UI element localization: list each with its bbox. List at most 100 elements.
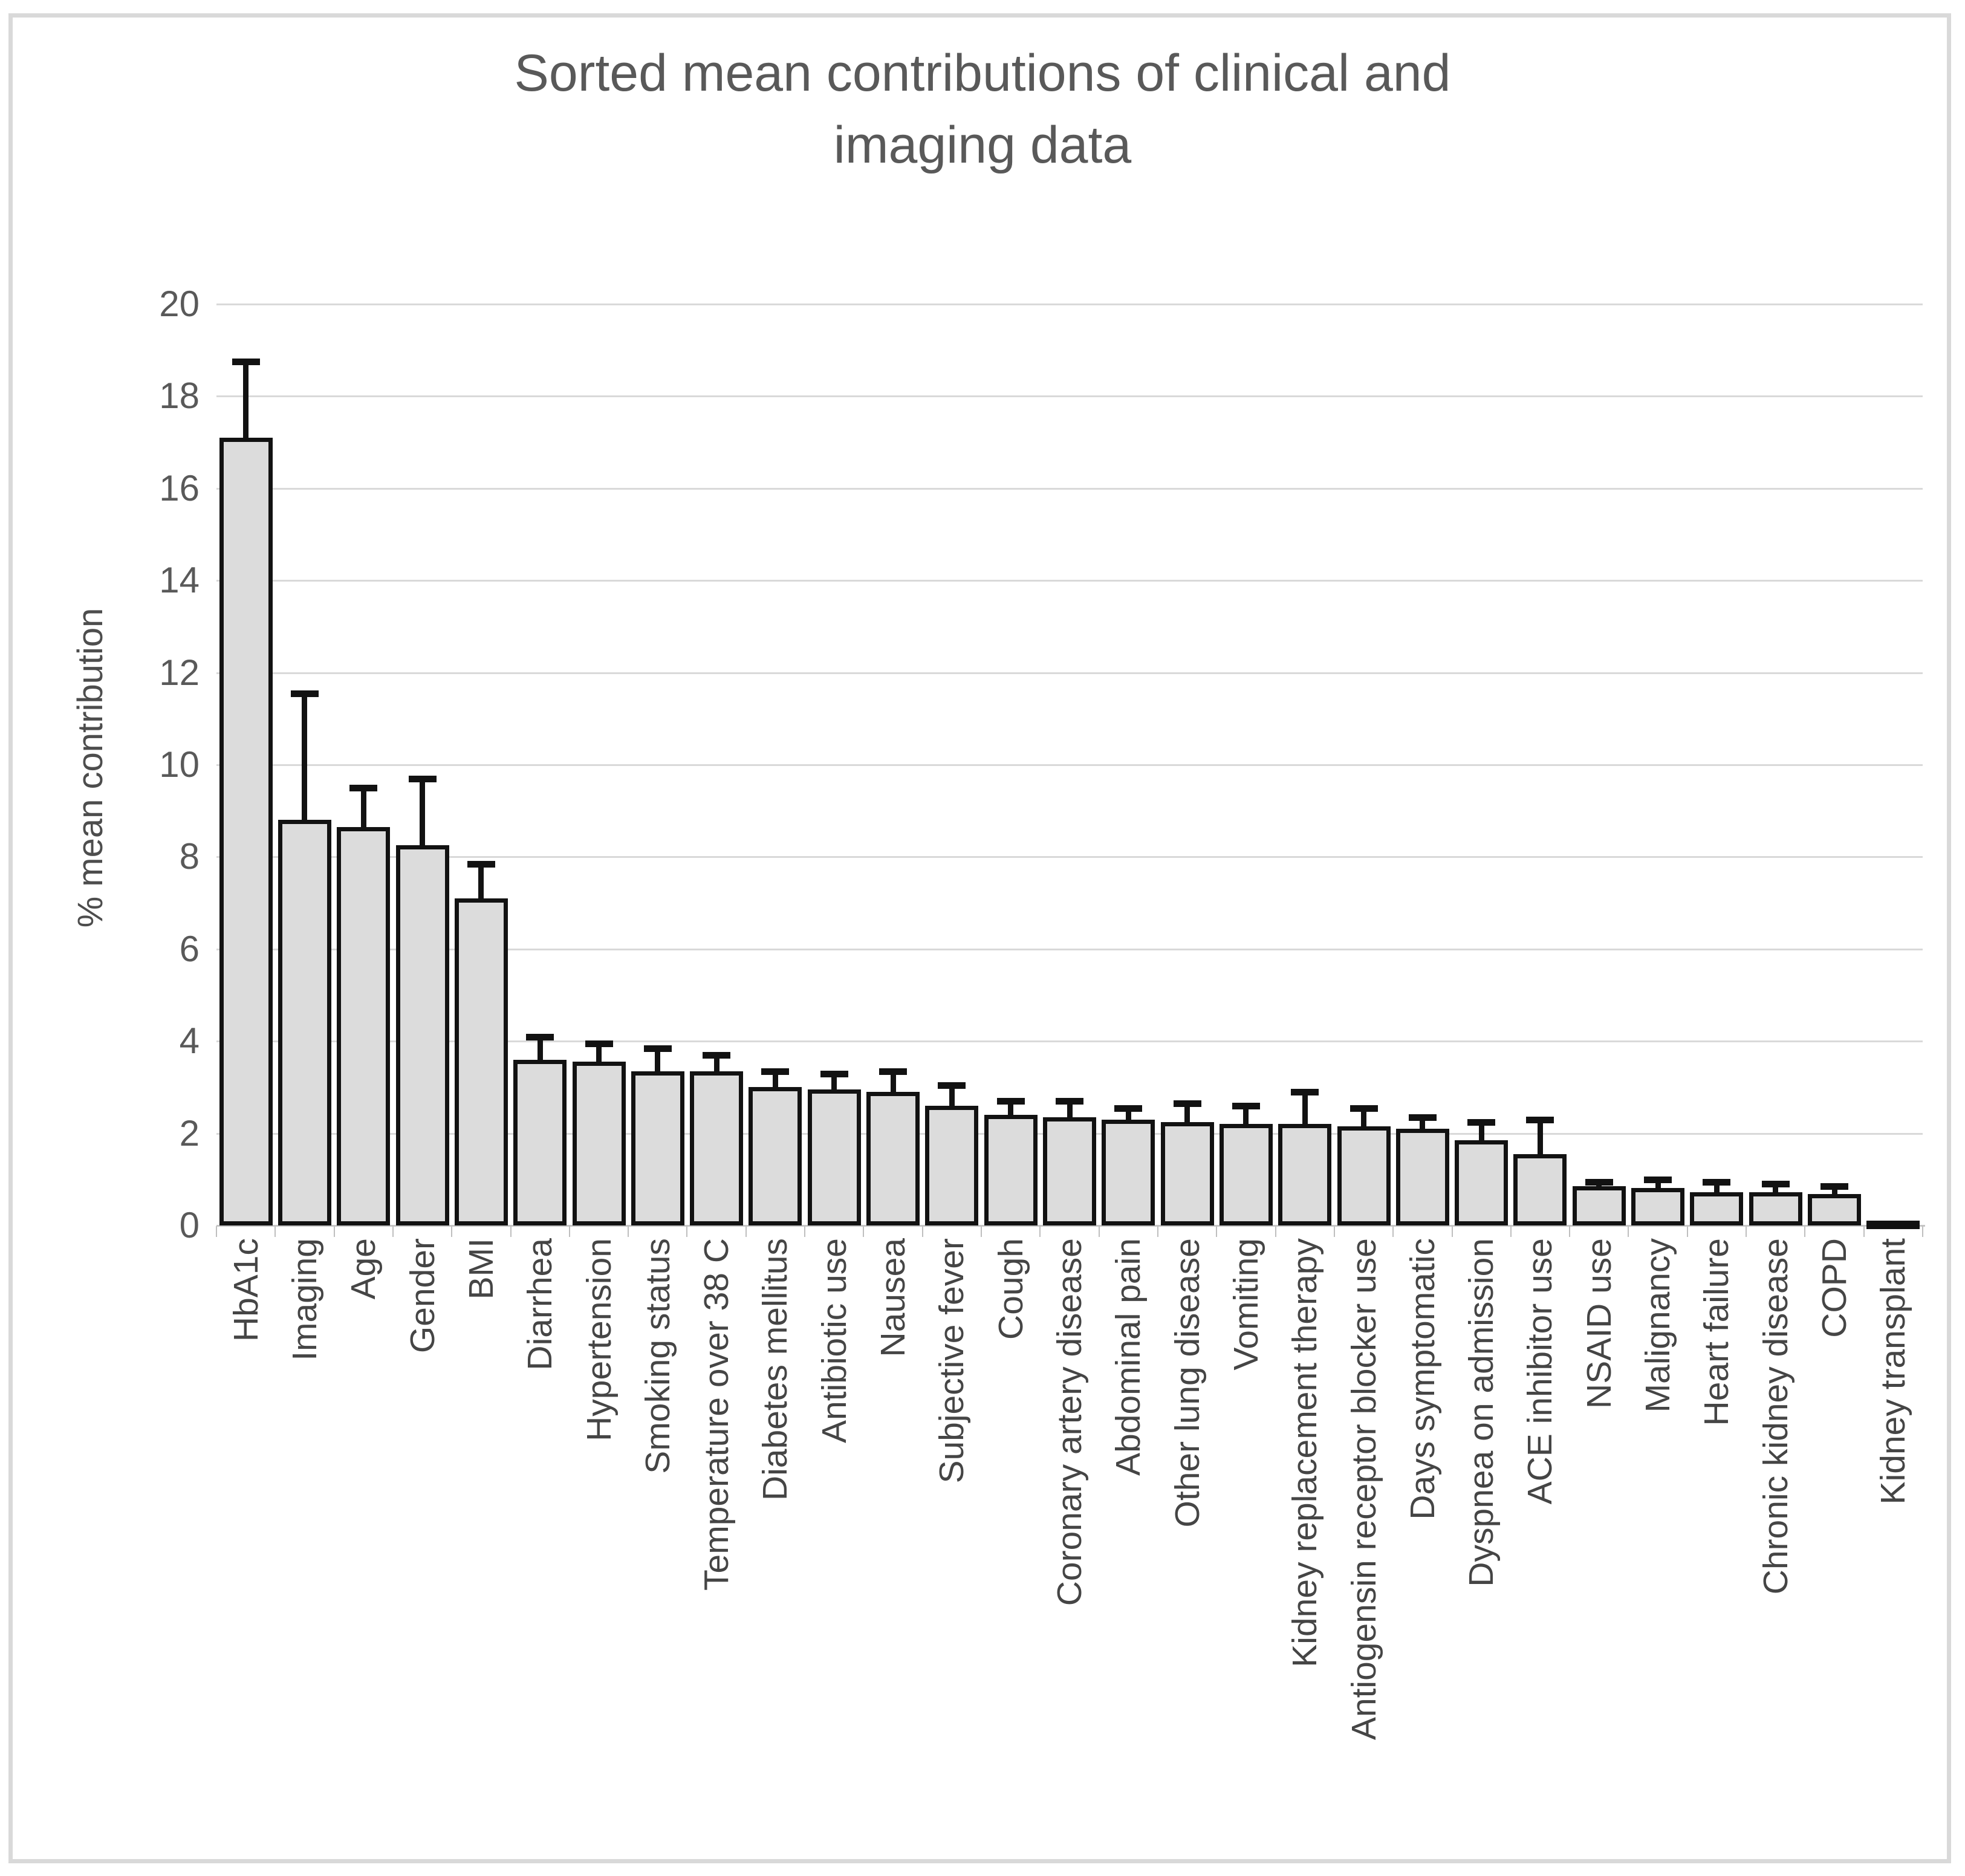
x-category-label: Imaging [285, 1238, 324, 1361]
error-bar-cap [1291, 1089, 1319, 1096]
x-axis-tick [333, 1226, 335, 1237]
error-bar-cap [996, 1098, 1025, 1105]
x-axis-tick [274, 1226, 276, 1237]
x-category-label: Kidney replacement therapy [1285, 1238, 1325, 1667]
x-category-label: Kidney transplant [1874, 1238, 1913, 1505]
x-axis-tick [1686, 1226, 1688, 1237]
x-axis-tick [921, 1226, 923, 1237]
error-bar-line [478, 863, 484, 898]
bar [278, 820, 331, 1225]
x-category-label: Malignancy [1639, 1238, 1678, 1413]
error-bar-cap [938, 1082, 966, 1089]
error-bar-line [831, 1073, 837, 1090]
x-category-label: Days symptomatic [1403, 1238, 1442, 1520]
x-axis-tick [981, 1226, 983, 1237]
error-bar-line [1067, 1101, 1073, 1117]
error-bar-line [655, 1048, 661, 1071]
error-bar-line [1655, 1179, 1661, 1188]
bar [925, 1105, 979, 1225]
bar [1219, 1124, 1273, 1225]
x-axis-tick [1746, 1226, 1747, 1237]
x-axis-tick [1333, 1226, 1335, 1237]
error-bar-line [1361, 1108, 1367, 1127]
y-tick-label: 20 [159, 284, 200, 324]
bar [219, 437, 273, 1225]
y-tick-label: 16 [159, 467, 200, 508]
error-bar-line [1243, 1105, 1249, 1125]
error-bar-cap [1408, 1114, 1437, 1121]
error-bar-line [713, 1055, 719, 1071]
error-bar-line [1713, 1181, 1720, 1193]
bar [1631, 1187, 1685, 1225]
bar [1749, 1192, 1802, 1225]
error-bar-cap [1232, 1102, 1260, 1109]
x-axis-tick [628, 1226, 629, 1237]
x-category-label: Diabetes mellitus [756, 1238, 795, 1501]
y-tick-label: 4 [179, 1021, 200, 1062]
x-axis-tick [686, 1226, 688, 1237]
gridline-y-6 [216, 948, 1923, 950]
x-category-label: Nausea [874, 1238, 913, 1357]
error-bar-line [243, 362, 249, 438]
x-axis-tick [451, 1226, 453, 1237]
error-bar-line [1184, 1103, 1190, 1122]
bar [631, 1071, 684, 1225]
error-bar-cap [467, 860, 495, 868]
error-bar-line [537, 1036, 543, 1060]
bar [807, 1089, 861, 1225]
x-axis-tick [745, 1226, 747, 1237]
x-axis-tick [804, 1226, 806, 1237]
error-bar-cap [820, 1070, 848, 1077]
bar [572, 1062, 626, 1225]
bar [513, 1059, 567, 1225]
x-axis-tick [568, 1226, 570, 1237]
x-category-label: Cough [991, 1238, 1030, 1340]
x-axis-tick [1451, 1226, 1453, 1237]
y-tick-label: 0 [179, 1205, 200, 1245]
error-bar-cap [1703, 1178, 1731, 1186]
x-axis-tick [216, 1226, 217, 1237]
bar [1808, 1194, 1862, 1225]
chart-outer-frame [8, 13, 1951, 1863]
x-axis-line [216, 1225, 1925, 1227]
error-bar-cap [879, 1068, 908, 1075]
error-bar-cap [585, 1040, 613, 1047]
x-axis-tick [1569, 1226, 1571, 1237]
x-category-label: Chronic kidney disease [1756, 1238, 1795, 1595]
bar [866, 1092, 920, 1225]
gridline-y-4 [216, 1040, 1923, 1043]
error-bar-line [1420, 1117, 1426, 1129]
error-bar-cap [1585, 1178, 1613, 1186]
bar [337, 826, 391, 1225]
error-bar-line [890, 1071, 896, 1092]
chart-title-line-2: imaging data [833, 115, 1132, 174]
error-bar-line [420, 778, 426, 846]
gridline-y-16 [216, 487, 1923, 490]
x-category-label: Other lung disease [1168, 1238, 1207, 1528]
error-bar-cap [1350, 1105, 1378, 1112]
error-bar-cap [1820, 1183, 1849, 1190]
x-category-label: Hypertension [579, 1238, 619, 1441]
x-axis-tick [1275, 1226, 1276, 1237]
error-bar-cap [290, 690, 319, 697]
error-bar-line [360, 788, 366, 827]
y-tick-label: 2 [179, 1112, 200, 1154]
y-tick-label: 6 [179, 928, 200, 969]
x-category-label: HbA1c [226, 1238, 265, 1342]
x-axis-tick [1098, 1226, 1100, 1237]
x-category-label: ACE inhibitor use [1521, 1238, 1560, 1505]
x-category-label: Subjective fever [932, 1238, 972, 1484]
y-tick-label: 10 [159, 744, 200, 785]
error-bar-cap [1526, 1116, 1554, 1123]
error-bar-line [1302, 1092, 1308, 1125]
bar [1102, 1119, 1155, 1225]
error-bar-line [302, 693, 308, 820]
x-category-label: Temperature over 38 C [697, 1238, 736, 1591]
error-bar-cap [761, 1068, 790, 1075]
bar [454, 898, 508, 1225]
x-axis-tick [1039, 1226, 1041, 1237]
error-bar-cap [1114, 1105, 1143, 1112]
x-axis-tick [1216, 1226, 1218, 1237]
x-category-label: Age [344, 1238, 383, 1300]
